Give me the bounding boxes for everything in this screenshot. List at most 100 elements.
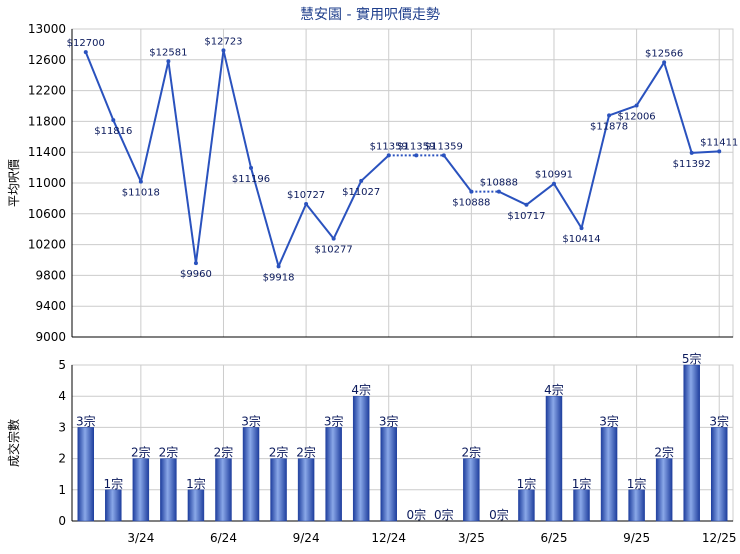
volume-bar-label: 4宗 [544,382,564,397]
price-y-tick-label: 9800 [35,268,66,282]
price-point [469,189,474,194]
price-point [579,226,584,231]
price-y-tick-label: 10600 [28,207,66,221]
price-point [83,50,88,55]
price-point [276,264,281,269]
price-point-label: $12566 [645,48,683,59]
price-y-axis-label: 平均呎價 [7,159,21,207]
x-tick-label: 6/24 [210,531,237,545]
price-point-label: $10888 [452,198,490,209]
volume-y-tick-label: 4 [58,389,66,403]
price-point [496,189,501,194]
x-tick-label: 3/25 [458,531,485,545]
price-point [524,202,529,207]
volume-bar [518,489,535,522]
price-point [607,113,612,118]
volume-plot-area [71,364,734,522]
volume-bar-label: 2宗 [269,445,289,460]
volume-bar [215,458,232,522]
volume-bar-label: 0宗 [489,507,509,522]
price-line-segment [663,62,693,154]
price-point [717,149,722,154]
price-y-tick-label: 12600 [28,53,66,67]
price-point-label: $12006 [618,112,656,123]
volume-bar-label: 3宗 [76,413,96,428]
price-point-label: $11359 [370,141,408,152]
price-point-label: $11027 [342,187,380,198]
volume-bar-label: 1宗 [103,476,123,491]
volume-bar-label: 1宗 [517,476,537,491]
volume-bar-label: 5宗 [682,351,702,366]
volume-bar [297,458,315,522]
volume-bar-label: 1宗 [186,476,206,491]
price-point [221,48,226,53]
volume-bar [600,427,618,522]
price-y-tick-label: 12200 [28,84,66,98]
price-point-label: $9960 [180,269,212,280]
price-point-label: $10991 [535,170,573,181]
price-point [551,181,556,186]
price-point-label: $10727 [287,190,325,201]
price-point-label: $12723 [204,36,242,47]
volume-bar-label: 3宗 [599,413,619,428]
price-line-segment [580,115,611,229]
volume-bar [655,458,673,522]
price-point-label: $11878 [590,121,628,132]
price-point [331,236,336,241]
price-y-tick-label: 10200 [28,238,66,252]
price-point [386,153,391,158]
price-point [634,103,639,108]
volume-bar-label: 2宗 [131,445,151,460]
price-line-segment [635,61,665,107]
volume-bar-label: 0宗 [406,507,426,522]
volume-bar [242,427,260,522]
price-y-tick-label: 11400 [28,145,66,159]
volume-bar-label: 2宗 [214,445,234,460]
price-point [662,60,667,65]
volume-bar [187,489,205,522]
volume-bar-label: 1宗 [572,476,592,491]
volume-bar-label: 2宗 [296,445,316,460]
price-point [249,165,254,170]
x-tick-label: 6/25 [541,531,568,545]
price-point [193,261,198,266]
volume-bar [105,489,122,522]
price-line-segment [553,183,583,229]
volume-bar [628,489,645,522]
price-point-label: $11359 [397,141,435,152]
volume-bar-label: 0宗 [434,507,454,522]
volume-y-tick-label: 1 [58,483,66,497]
price-line-segment [332,180,363,240]
volume-bar [463,458,480,522]
price-point [138,179,143,184]
price-panel: 9000 9400 9800 10200 10600 11000 11400 11800 122… [28,22,739,344]
price-line-segment [608,104,637,117]
price-y-tick-label: 9400 [35,299,66,313]
volume-bar [545,395,563,522]
price-y-tick-label: 9000 [35,330,66,344]
price-line-segment [194,50,225,264]
x-tick-label: 12/24 [371,531,406,545]
volume-bar-label: 2宗 [654,445,674,460]
price-point-label: $11816 [94,126,132,137]
price-line-segment [691,150,720,154]
price-line-segment [277,203,308,267]
price-point [304,202,309,207]
volume-bar [710,427,728,522]
price-point-label: $10888 [480,178,518,189]
price-line-segment [112,119,142,183]
volume-bar [77,427,95,522]
volume-bar-label: 4宗 [351,382,371,397]
volume-y-axis-label: 成交宗數 [6,419,21,467]
price-line-segment [360,154,390,182]
volume-panel: 0 1 2 3 4 5 3/24 6/24 9/24 12/24 3/25 6/25 9/25 12/25… [58,351,736,545]
volume-y-tick-label: 5 [58,358,66,372]
price-line-segment [525,182,555,206]
volume-y-tick-label: 0 [58,514,66,528]
volume-bar [160,458,177,522]
volume-bar [270,458,287,522]
volume-bar [380,427,397,522]
volume-bar [683,364,700,522]
price-point [441,153,446,158]
price-line-segment [222,50,252,169]
